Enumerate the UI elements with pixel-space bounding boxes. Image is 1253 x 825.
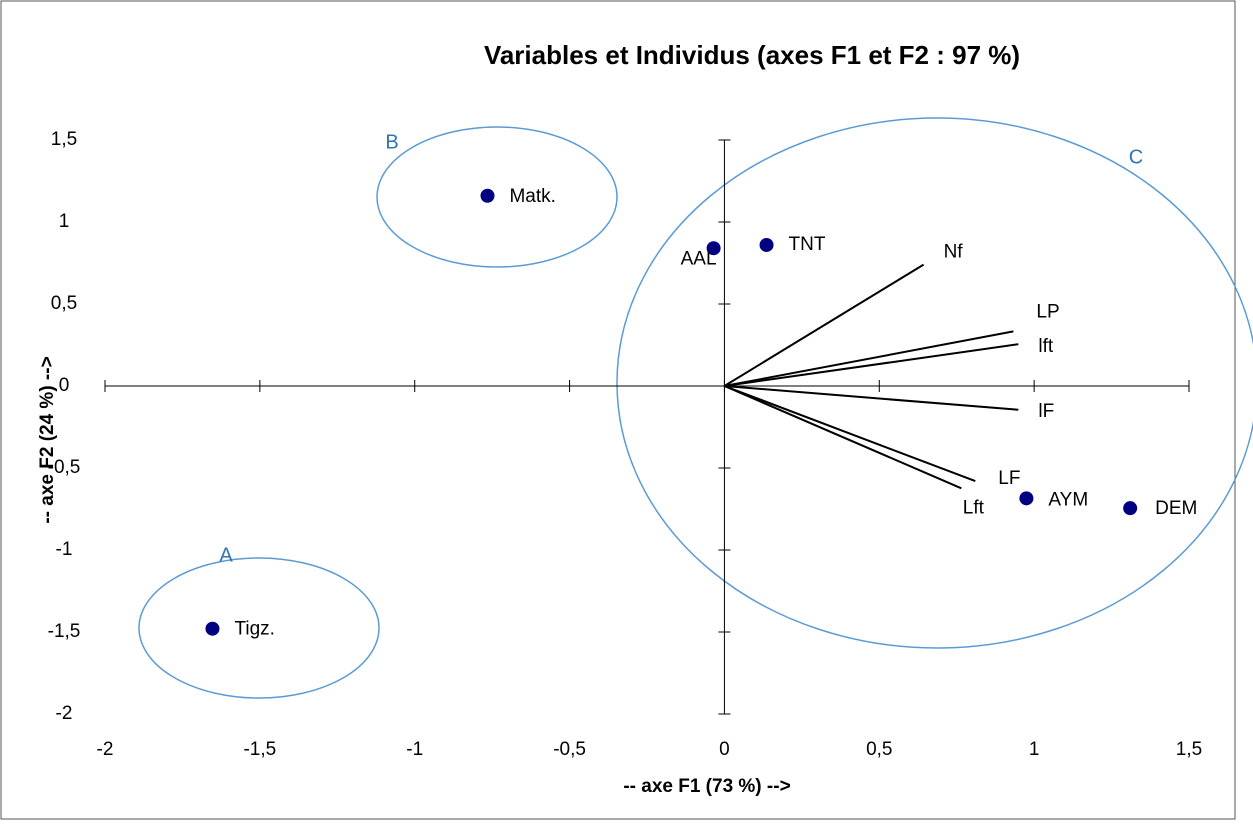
point-label: Tigz. xyxy=(234,619,274,640)
point xyxy=(1123,501,1138,516)
point xyxy=(759,237,774,252)
variable-vector xyxy=(724,385,962,490)
y-axis-title: -- axe F2 (24 %) --> xyxy=(37,356,58,523)
point xyxy=(706,241,721,256)
x-tick-label: 0 xyxy=(719,739,730,760)
y-tick-label: 1 xyxy=(59,211,70,232)
group-label: B xyxy=(385,131,398,153)
variable-vector xyxy=(724,385,1019,411)
x-tick-label: 1 xyxy=(1029,739,1040,760)
variable-label: Nf xyxy=(944,242,964,263)
x-tick-label: -1 xyxy=(406,739,423,760)
x-tick-label: 0,5 xyxy=(866,739,892,760)
group-label: A xyxy=(219,544,233,566)
variable-label: LP xyxy=(1036,301,1059,322)
x-tick-label: 1,5 xyxy=(1176,739,1202,760)
y-tick-label: 0 xyxy=(59,375,70,396)
y-tick-label: -1 xyxy=(56,539,73,560)
variable-vector xyxy=(723,263,925,387)
point-label: AYM xyxy=(1048,489,1088,510)
variable-vector xyxy=(724,343,1019,387)
y-tick-label: 0,5 xyxy=(51,293,77,314)
point-label: TNT xyxy=(789,234,826,255)
point-label: AAL xyxy=(681,248,717,269)
x-tick-label: -1,5 xyxy=(243,739,276,760)
point xyxy=(480,188,495,203)
variable-label: LF xyxy=(998,468,1020,489)
x-tick-label: -0,5 xyxy=(553,739,586,760)
group-ellipse xyxy=(376,126,618,268)
y-tick-label: -1,5 xyxy=(48,621,81,642)
variable-vector xyxy=(724,330,1014,387)
x-tick-label: -2 xyxy=(97,739,114,760)
chart-title: Variables et Individus (axes F1 et F2 : … xyxy=(484,40,1020,70)
point-label: Matk. xyxy=(509,186,555,207)
point xyxy=(1019,491,1034,506)
variable-label: lF xyxy=(1038,401,1054,422)
y-tick-label: -0,5 xyxy=(48,457,81,478)
y-tick-label: 1,5 xyxy=(51,129,77,150)
group-label: C xyxy=(1129,146,1143,168)
variable-vector xyxy=(724,385,976,483)
y-tick-label: -2 xyxy=(56,703,73,724)
group-ellipse xyxy=(138,557,380,699)
group-ellipse xyxy=(616,117,1253,649)
x-axis-title: -- axe F1 (73 %) --> xyxy=(623,776,790,797)
variable-label: lft xyxy=(1038,336,1054,357)
point-label: DEM xyxy=(1155,498,1197,519)
variable-label: Lft xyxy=(963,497,985,518)
point xyxy=(205,621,220,636)
